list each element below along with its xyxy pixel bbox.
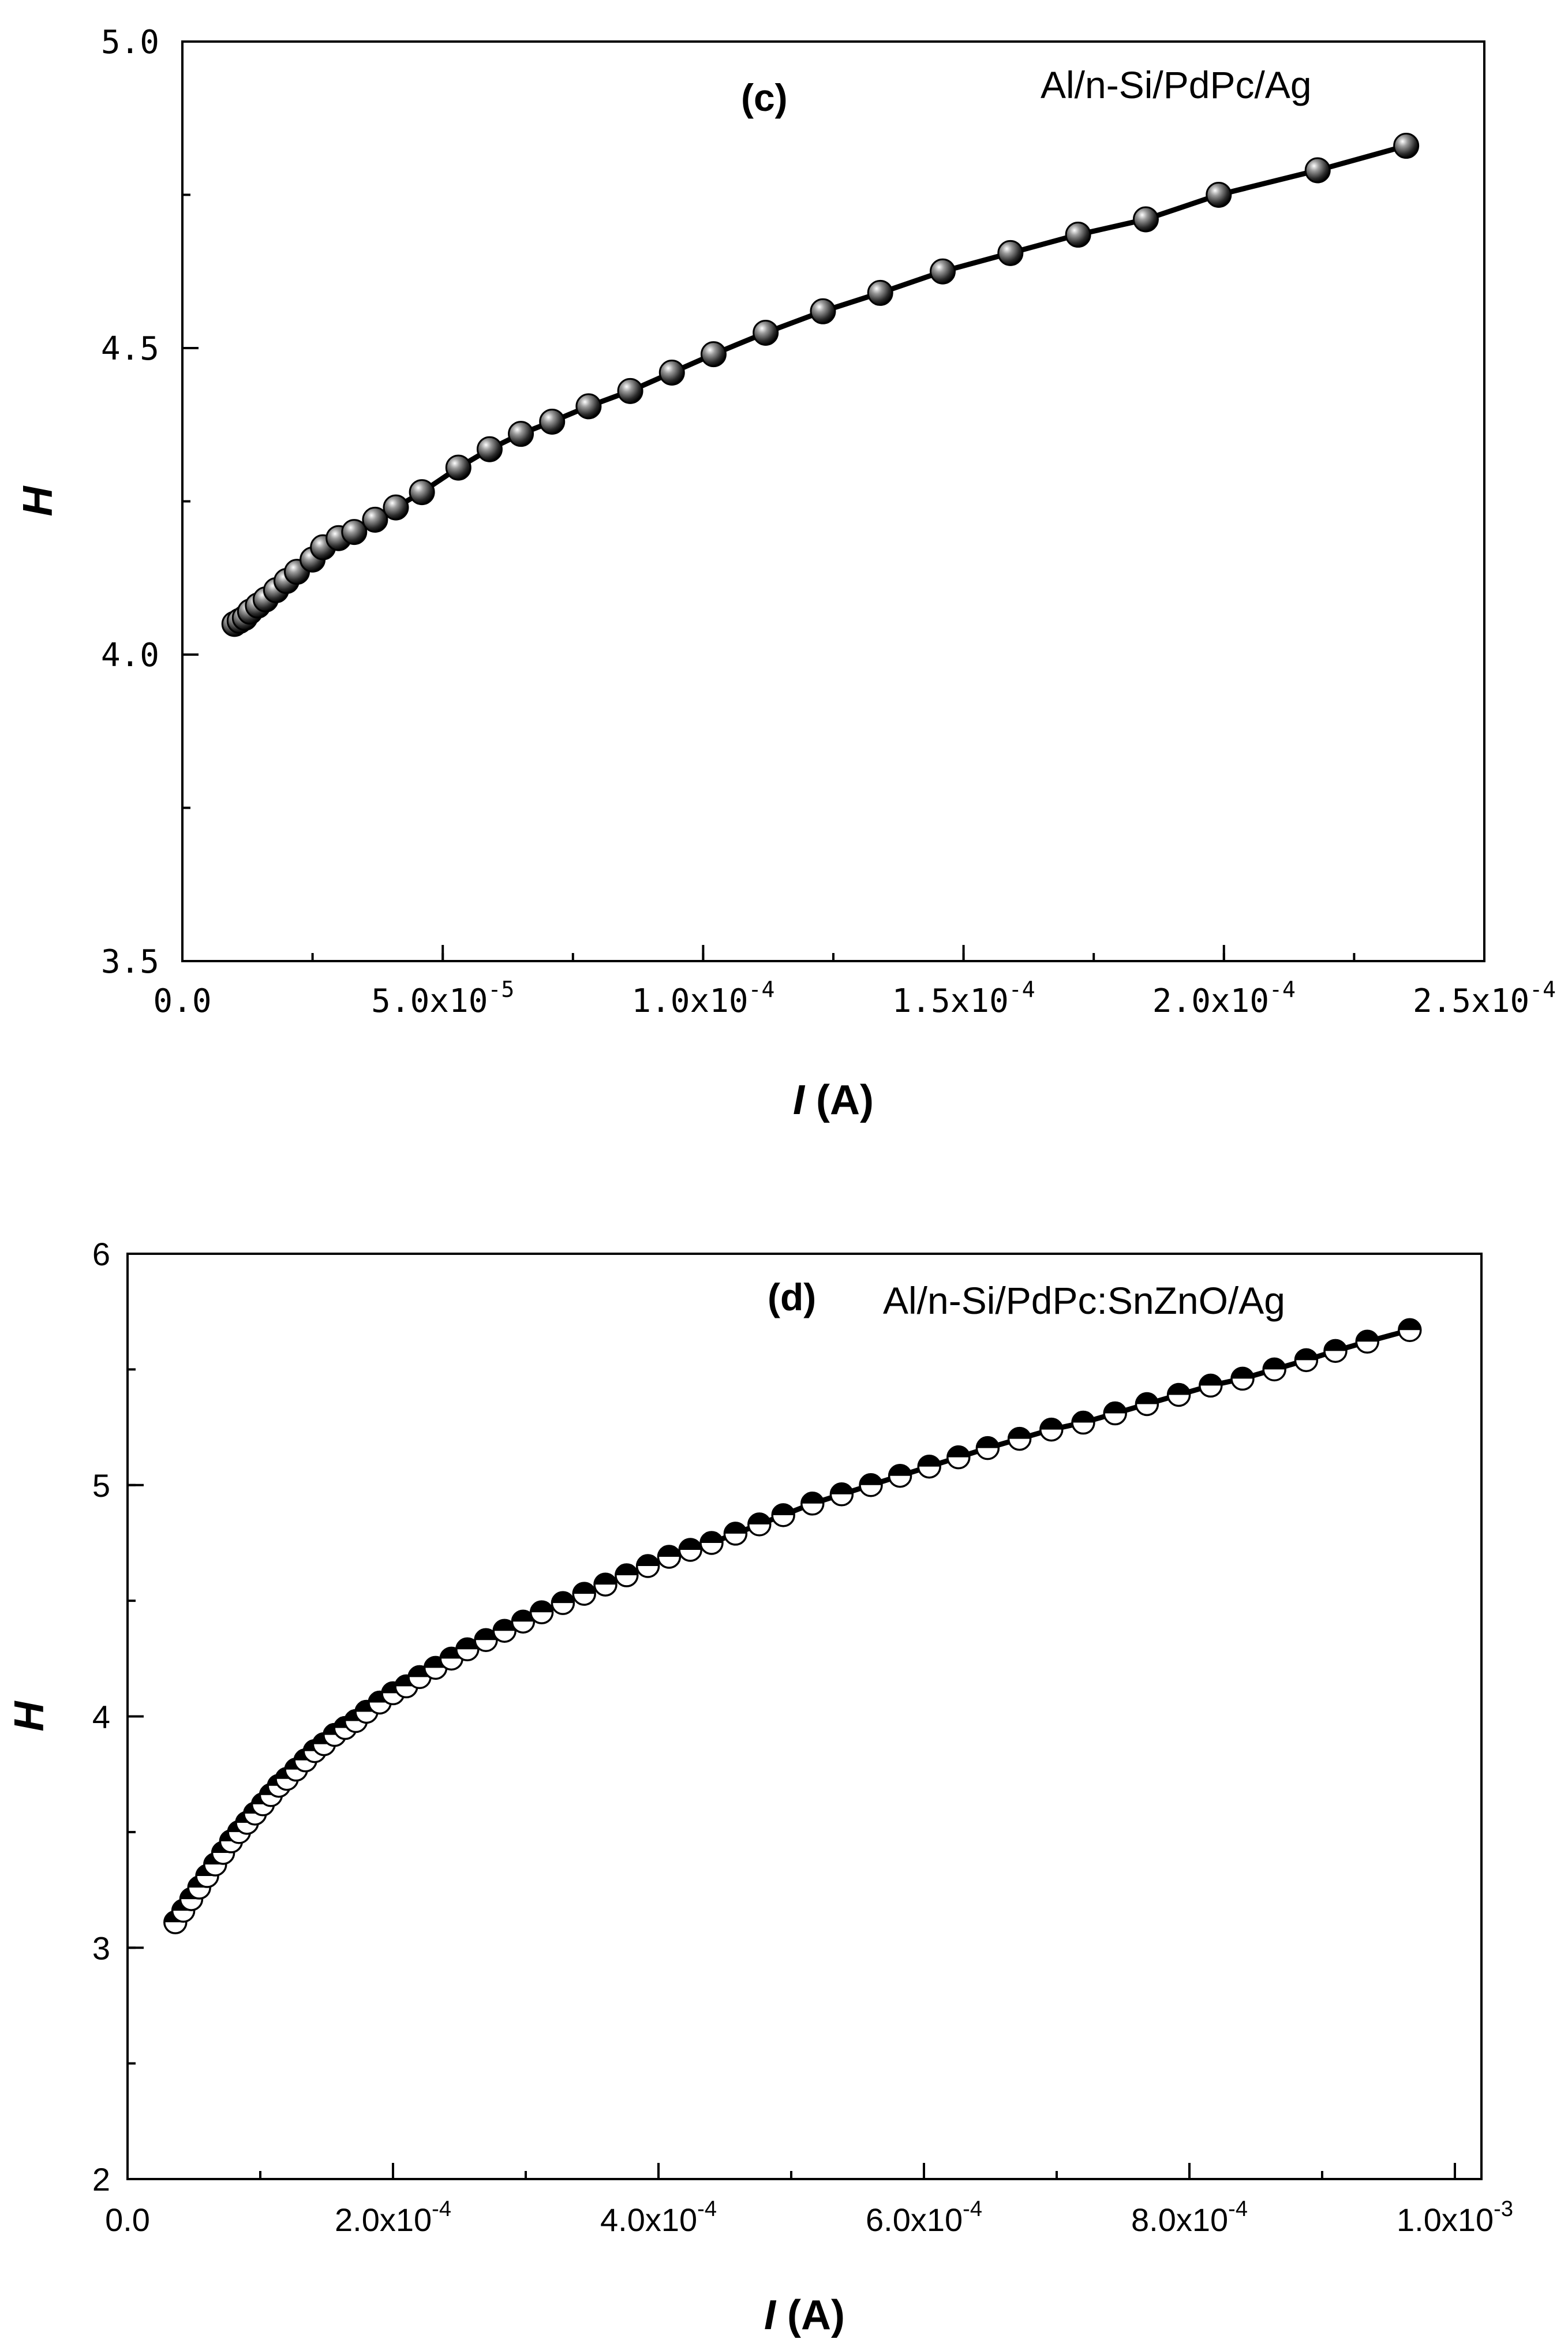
x-tick-label: 4.0x10-4	[600, 2197, 717, 2238]
x-tick-label: 0.0	[153, 982, 211, 1020]
data-point	[1132, 206, 1159, 233]
data-point	[455, 1637, 480, 1662]
x-tick-label: 2.0x10-4	[1152, 977, 1296, 1020]
data-point	[859, 1473, 883, 1497]
data-point	[492, 1619, 517, 1643]
y-tick-label: 4.0	[101, 637, 159, 674]
data-point	[917, 1454, 941, 1479]
data-point	[572, 1582, 596, 1606]
y-tick-label: 2	[92, 2161, 110, 2198]
x-tick-label: 0.0	[105, 2202, 150, 2238]
x-tick-label: 6.0x10-4	[866, 2197, 982, 2238]
data-point	[1355, 1329, 1379, 1354]
x-tick-label: 8.0x10-4	[1131, 2197, 1248, 2238]
data-point	[341, 519, 368, 545]
data-point	[511, 1609, 536, 1634]
data-point	[1262, 1357, 1286, 1382]
data-point	[1135, 1392, 1159, 1417]
data-point	[575, 393, 602, 420]
data-point	[1166, 1382, 1191, 1407]
data-point	[1007, 1426, 1032, 1451]
y-tick-label: 3.5	[101, 943, 159, 981]
data-point	[551, 1591, 575, 1615]
sample-annotation: Al/n-Si/PdPc/Ag	[1041, 63, 1312, 106]
y-tick-label: 3	[92, 1930, 110, 1966]
data-point	[800, 1492, 825, 1516]
y-tick-label: 5.0	[101, 24, 159, 61]
x-axis-title: I (A)	[793, 1077, 874, 1123]
data-point	[383, 494, 409, 521]
data-point	[539, 408, 566, 435]
data-point	[1398, 1318, 1422, 1342]
chart-panel-c: 0.0 5.0x10-5 1.0x10-4 1.5x10-4 2.0x10-4 2.5x1…	[15, 24, 1556, 1123]
data-point	[409, 479, 435, 506]
data-point	[529, 1600, 554, 1624]
series-line	[233, 143, 1407, 626]
data-point	[810, 298, 836, 324]
data-point	[362, 506, 388, 533]
data-point	[747, 1512, 772, 1537]
panel-label: (d)	[768, 1276, 816, 1318]
data-point	[658, 359, 685, 386]
plot-frame-d	[126, 1253, 1483, 2180]
data-point	[699, 1531, 724, 1555]
data-point	[888, 1463, 912, 1488]
data-point	[946, 1445, 971, 1470]
data-point	[1065, 222, 1091, 248]
series-line	[173, 1327, 1410, 1924]
y-axis-title: H	[6, 1701, 53, 1732]
data-point	[829, 1482, 854, 1507]
data-point	[615, 1563, 639, 1587]
data-point	[678, 1538, 702, 1562]
data-point	[975, 1436, 1000, 1460]
y-tick-label: 4.5	[101, 330, 159, 368]
data-point	[617, 378, 643, 404]
data-point	[1323, 1339, 1348, 1363]
data-point	[445, 454, 471, 481]
data-point	[1230, 1366, 1255, 1391]
data-point	[753, 319, 779, 346]
x-tick-label: 1.0x10-3	[1397, 2197, 1513, 2238]
data-point	[1103, 1401, 1127, 1426]
data-point	[1039, 1417, 1064, 1442]
x-tick-label: 1.5x10-4	[892, 977, 1035, 1020]
data-point	[508, 421, 534, 447]
data-point	[1294, 1348, 1319, 1373]
y-tick-label: 4	[92, 1699, 110, 1735]
x-tick-label: 5.0x10-5	[371, 977, 514, 1020]
data-point	[476, 436, 503, 462]
data-point	[867, 279, 893, 306]
panel-label: (c)	[741, 76, 788, 119]
y-axis-title: H	[15, 485, 61, 517]
data-point	[723, 1522, 748, 1546]
data-point	[930, 258, 956, 285]
x-tick-label: 2.0x10-4	[335, 2197, 451, 2238]
x-tick-label: 1.0x10-4	[631, 977, 774, 1020]
data-point	[771, 1503, 795, 1527]
data-point	[700, 341, 727, 368]
data-point	[1304, 157, 1331, 184]
x-axis-title: I (A)	[764, 2292, 845, 2338]
data-point	[997, 240, 1024, 266]
chart-panel-d: 0.0 2.0x10-4 4.0x10-4 6.0x10-4 8.0x10-4 1.0x1…	[6, 1236, 1513, 2338]
data-point	[1199, 1373, 1223, 1398]
data-point	[474, 1628, 498, 1653]
data-point	[1206, 182, 1232, 208]
data-point	[593, 1572, 618, 1597]
x-tick-label: 2.5x10-4	[1413, 977, 1556, 1020]
y-tick-label: 6	[92, 1236, 110, 1272]
y-tick-label: 5	[92, 1467, 110, 1504]
data-point	[1393, 133, 1420, 159]
sample-annotation: Al/n-Si/PdPc:SnZnO/Ag	[883, 1279, 1285, 1322]
data-point	[1071, 1410, 1095, 1435]
data-point	[635, 1554, 660, 1578]
data-point	[657, 1545, 682, 1569]
